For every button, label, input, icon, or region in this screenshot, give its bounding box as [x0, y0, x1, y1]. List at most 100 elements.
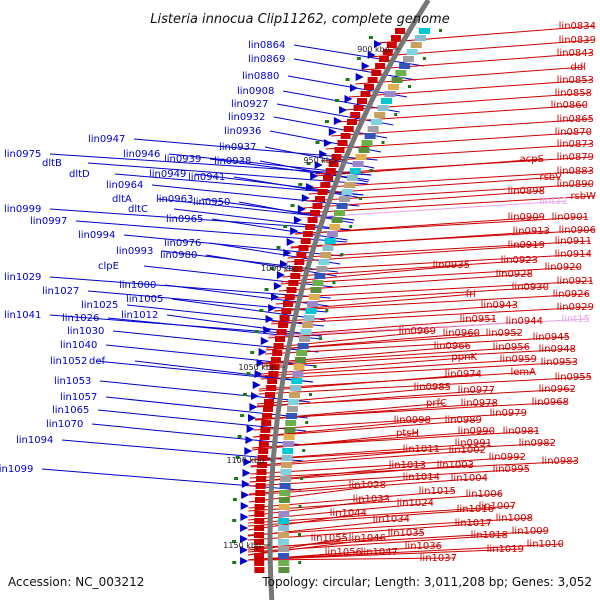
reverse-feature-block: [254, 553, 265, 559]
label-leader-line: [91, 423, 305, 446]
gene-label: lin1019: [487, 544, 524, 555]
forward-feature-arrow: [297, 205, 306, 213]
gene-label: lin0921: [557, 276, 594, 287]
label-leader-line: [247, 512, 366, 531]
label-leader-line: [369, 39, 595, 58]
cog-feature-block: [399, 63, 411, 69]
gene-label: lin1011: [403, 444, 440, 455]
reverse-feature-block: [390, 35, 401, 41]
cog-feature-block: [329, 224, 341, 230]
forward-feature-arrow: [249, 403, 258, 411]
label-leader-line: [283, 253, 591, 272]
gc-feature-mark: [332, 281, 336, 284]
forward-feature-arrow: [286, 238, 295, 246]
reverse-feature-block: [260, 427, 271, 433]
reverse-feature-block: [328, 161, 339, 167]
gene-labels: lin0864 lin0869 lin0880 lin0908 lin0927 lin09…: [0, 21, 596, 564]
gene-label: lin0990: [458, 426, 495, 437]
gene-label: lin1004: [451, 473, 488, 484]
forward-feature-arrow: [241, 491, 250, 499]
label-leader-line: [97, 409, 307, 432]
cog-feature-block: [364, 133, 376, 139]
gc-feature-mark: [439, 29, 442, 32]
forward-feature-arrow: [374, 40, 382, 48]
gene-label: lin0976: [164, 238, 201, 249]
label-leader-line: [294, 216, 588, 235]
label-leader-line: [271, 306, 593, 325]
reverse-feature-block: [254, 560, 265, 566]
cog-feature-block: [410, 42, 422, 48]
reverse-feature-block: [350, 112, 361, 118]
forward-feature-arrow: [251, 392, 259, 400]
gene-label: lin0965: [166, 214, 203, 225]
gene-label: lin1012: [121, 310, 158, 321]
gene-label: lin1009: [512, 526, 549, 537]
forward-feature-mark: [290, 204, 295, 207]
gene-label: lin0909: [508, 212, 545, 223]
label-leader-line: [95, 360, 314, 383]
forward-feature-arrow: [260, 337, 269, 345]
gene-label: lin0982: [519, 438, 556, 449]
label-leader-line: [251, 442, 555, 461]
gene-label: lint15: [561, 314, 590, 325]
cog-feature-block: [291, 378, 303, 384]
reverse-feature-block: [288, 280, 299, 286]
label-leader-line: [250, 456, 525, 475]
gc-feature-mark: [325, 309, 329, 312]
gene-label: lin1017: [455, 518, 492, 529]
reverse-feature-block: [286, 287, 297, 293]
gene-label: lin1053: [54, 376, 91, 387]
gene-label: lin0935: [433, 260, 470, 271]
label-leader-line: [277, 280, 593, 299]
label-leader-line: [268, 318, 589, 337]
label-leader-line: [166, 314, 322, 337]
label-leader-line: [301, 195, 595, 214]
reverse-feature-block: [307, 217, 318, 223]
reverse-feature-block: [278, 322, 289, 328]
cog-feature-block: [278, 497, 290, 503]
cog-feature-block: [406, 49, 418, 55]
gene-label: dltC: [128, 204, 148, 215]
gene-label: lin1055: [311, 533, 348, 544]
gene-label: clpE: [98, 261, 119, 272]
label-leader-line: [253, 419, 430, 438]
scale-tick-label: 900 kbp: [357, 45, 390, 54]
gene-label: acpS: [520, 154, 544, 165]
gene-label: lin1026: [62, 313, 99, 324]
gc-feature-mark: [305, 421, 309, 424]
cog-feature-block: [388, 84, 399, 90]
label-leader-line: [315, 156, 593, 175]
reverse-feature-block: [375, 63, 386, 69]
cog-feature-block: [278, 546, 289, 552]
gc-feature-mark: [319, 337, 322, 340]
cog-feature-block: [402, 56, 414, 62]
gene-label: lin1013: [389, 460, 426, 471]
gc-feature-mark: [298, 533, 301, 536]
reverse-feature-block: [268, 371, 279, 377]
gene-label: lin1005: [126, 294, 163, 305]
reverse-feature-block: [254, 546, 264, 552]
gene-label: lin0843: [557, 48, 594, 59]
gene-label: lin0901: [552, 212, 589, 223]
cog-feature-block: [279, 483, 291, 489]
gene-label: lemA: [510, 367, 536, 378]
gene-label: lin0873: [557, 139, 594, 150]
gene-label: lin1027: [42, 286, 79, 297]
reverse-feature-block: [298, 245, 309, 251]
reverse-feature-block: [254, 567, 265, 573]
label-leader-line: [287, 240, 591, 259]
cog-feature-block: [299, 336, 310, 342]
reverse-feature-block: [320, 182, 331, 188]
cog-feature-block: [278, 511, 290, 517]
cog-feature-block: [414, 35, 426, 41]
label-leader-line: [248, 537, 347, 556]
gene-label: lin1002: [449, 445, 486, 456]
forward-feature-arrow: [258, 348, 267, 356]
cog-feature-block: [307, 301, 318, 307]
gene-label: lin0890: [557, 179, 594, 190]
cog-feature-block: [384, 91, 396, 97]
forward-feature-arrow: [350, 84, 358, 92]
forward-feature-arrow: [263, 326, 272, 334]
forward-feature-mark: [335, 99, 339, 102]
gc-feature-mark: [302, 449, 306, 452]
